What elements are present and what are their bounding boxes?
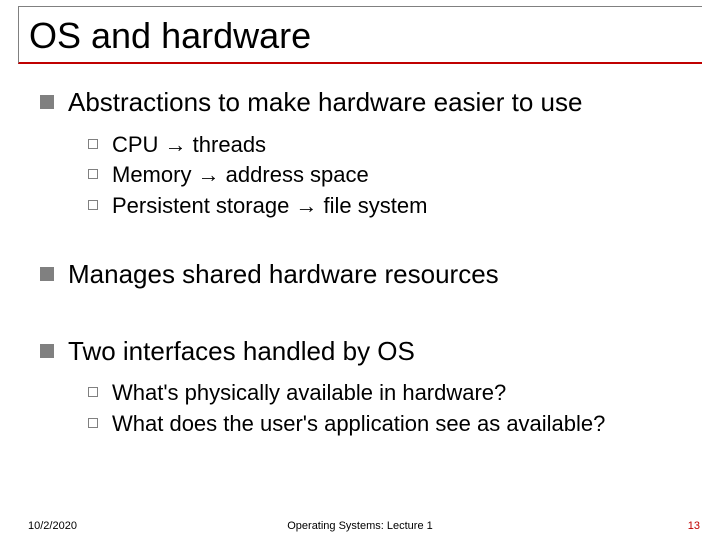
- bullet-level2: Persistent storage → file system: [88, 192, 690, 221]
- sub-bullet-text: Memory → address space: [112, 161, 369, 190]
- bullet-text: Abstractions to make hardware easier to …: [68, 86, 582, 119]
- bullet-text: Two interfaces handled by OS: [68, 335, 415, 368]
- footer-lecture-title: Operating Systems: Lecture 1: [0, 520, 720, 532]
- square-bullet-icon: [40, 344, 54, 358]
- slide-title: OS and hardware: [29, 15, 702, 57]
- bullet-level2: What does the user's application see as …: [88, 410, 690, 439]
- hollow-square-bullet-icon: [88, 139, 98, 149]
- sublist: CPU → threads Memory → address space Per…: [88, 131, 690, 221]
- hollow-square-bullet-icon: [88, 200, 98, 210]
- slide-body: Abstractions to make hardware easier to …: [30, 86, 690, 454]
- hollow-square-bullet-icon: [88, 387, 98, 397]
- footer-page-number: 13: [688, 520, 700, 532]
- slide-footer: 10/2/2020 Operating Systems: Lecture 1 1…: [0, 516, 720, 532]
- bullet-text: Manages shared hardware resources: [68, 258, 499, 291]
- bullet-level1: Abstractions to make hardware easier to …: [40, 86, 690, 119]
- bullet-level1: Manages shared hardware resources: [40, 258, 690, 291]
- bullet-level2: Memory → address space: [88, 161, 690, 190]
- bullet-level2: What's physically available in hardware?: [88, 379, 690, 408]
- slide-title-box: OS and hardware: [18, 6, 702, 64]
- square-bullet-icon: [40, 95, 54, 109]
- bullet-level1: Two interfaces handled by OS: [40, 335, 690, 368]
- sub-bullet-text: CPU → threads: [112, 131, 266, 160]
- sublist: What's physically available in hardware?…: [88, 379, 690, 438]
- hollow-square-bullet-icon: [88, 418, 98, 428]
- sub-bullet-text: What does the user's application see as …: [112, 410, 605, 439]
- bullet-level2: CPU → threads: [88, 131, 690, 160]
- hollow-square-bullet-icon: [88, 169, 98, 179]
- sub-bullet-text: Persistent storage → file system: [112, 192, 427, 221]
- sub-bullet-text: What's physically available in hardware?: [112, 379, 506, 408]
- square-bullet-icon: [40, 267, 54, 281]
